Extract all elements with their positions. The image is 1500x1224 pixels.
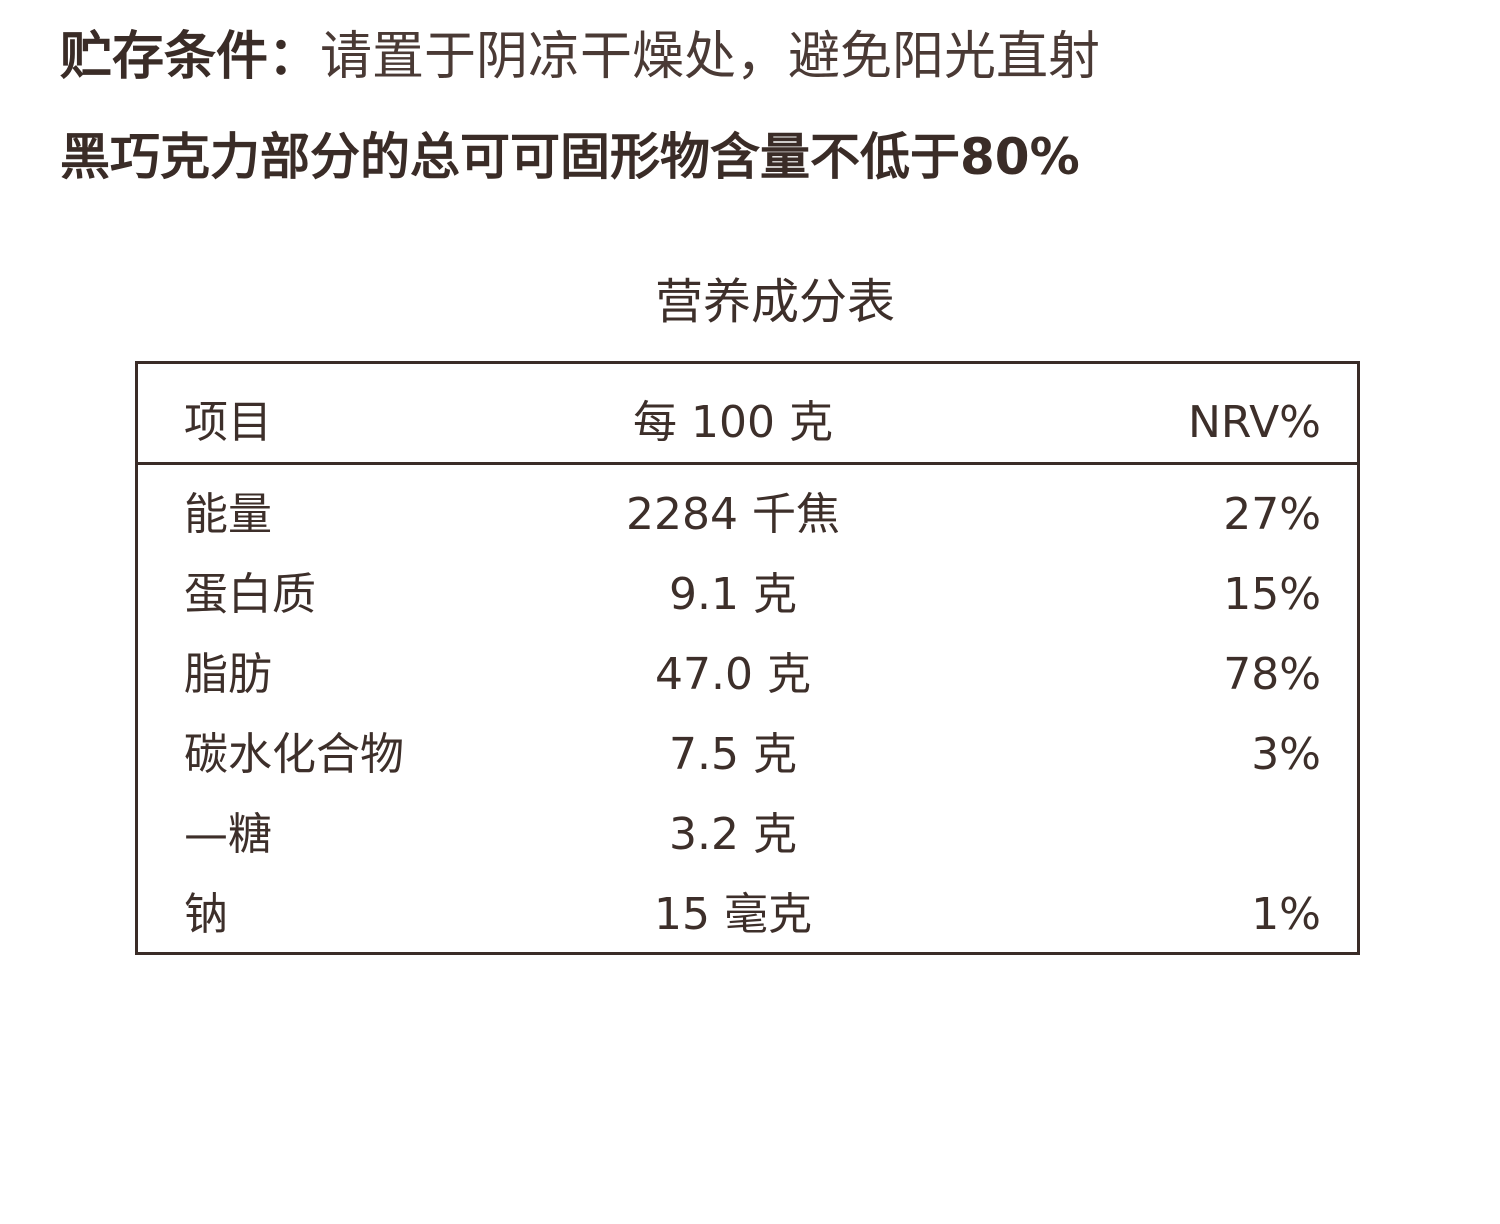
row-item: 蛋白质 bbox=[184, 569, 316, 620]
table-row: 钠 15 毫克 1% bbox=[138, 865, 1357, 945]
row-item: 钠 bbox=[184, 889, 228, 940]
row-per-100g: 2284 千焦 bbox=[626, 489, 840, 540]
table-header-row: 项目 每 100 克 NRV% bbox=[138, 364, 1357, 465]
storage-conditions: 贮存条件：请置于阴凉干燥处，避免阳光直射 bbox=[60, 22, 1100, 92]
row-nrv: 1% bbox=[1251, 889, 1321, 940]
row-per-100g: 47.0 克 bbox=[655, 649, 811, 700]
header-nrv: NRV% bbox=[1188, 397, 1321, 448]
table-row: 脂肪 47.0 克 78% bbox=[138, 625, 1357, 705]
row-item: 能量 bbox=[184, 489, 272, 540]
row-item: 碳水化合物 bbox=[184, 729, 404, 780]
row-per-100g: 3.2 克 bbox=[669, 809, 797, 860]
row-item: —糖 bbox=[184, 809, 272, 860]
nutrition-facts-table: 项目 每 100 克 NRV% 能量 2284 千焦 27% 蛋白质 9.1 克… bbox=[135, 361, 1360, 955]
table-row: 碳水化合物 7.5 克 3% bbox=[138, 705, 1357, 785]
table-row: —糖 3.2 克 bbox=[138, 785, 1357, 865]
row-nrv: 27% bbox=[1223, 489, 1321, 540]
row-item: 脂肪 bbox=[184, 649, 272, 700]
row-per-100g: 15 毫克 bbox=[654, 889, 812, 940]
storage-label: 贮存条件： bbox=[60, 27, 321, 87]
table-row: 蛋白质 9.1 克 15% bbox=[138, 545, 1357, 625]
nutrition-table-title: 营养成分表 bbox=[654, 274, 895, 330]
table-row: 能量 2284 千焦 27% bbox=[138, 465, 1357, 545]
storage-value: 请置于阴凉干燥处，避免阳光直射 bbox=[320, 27, 1101, 87]
row-nrv: 3% bbox=[1251, 729, 1321, 780]
cocoa-solids-note: 黑巧克力部分的总可可固形物含量不低于80% bbox=[60, 128, 1080, 186]
row-per-100g: 9.1 克 bbox=[669, 569, 797, 620]
row-nrv: 78% bbox=[1223, 649, 1321, 700]
row-nrv: 15% bbox=[1223, 569, 1321, 620]
header-item: 项目 bbox=[184, 397, 272, 448]
header-per-100g: 每 100 克 bbox=[633, 397, 833, 448]
row-per-100g: 7.5 克 bbox=[669, 729, 797, 780]
